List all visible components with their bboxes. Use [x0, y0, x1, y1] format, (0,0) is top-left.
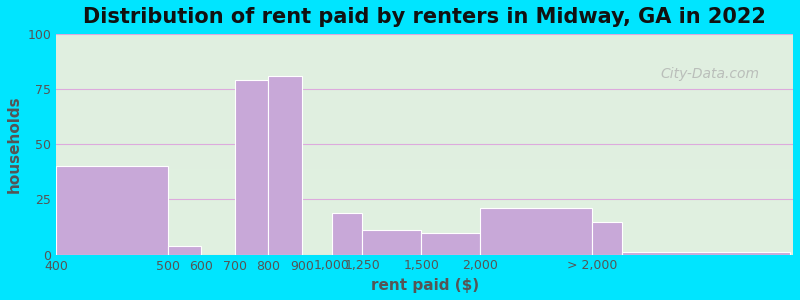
- Title: Distribution of rent paid by renters in Midway, GA in 2022: Distribution of rent paid by renters in …: [83, 7, 766, 27]
- Bar: [332, 213, 362, 255]
- Bar: [168, 246, 202, 255]
- Bar: [481, 208, 592, 255]
- Bar: [362, 230, 422, 255]
- Bar: [622, 252, 790, 255]
- Text: City-Data.com: City-Data.com: [661, 67, 759, 81]
- X-axis label: rent paid ($): rent paid ($): [370, 278, 478, 293]
- Bar: [422, 232, 481, 255]
- Bar: [56, 167, 168, 255]
- Y-axis label: households: households: [7, 95, 22, 193]
- Bar: [235, 80, 268, 255]
- Bar: [592, 222, 622, 255]
- Bar: [268, 76, 302, 255]
